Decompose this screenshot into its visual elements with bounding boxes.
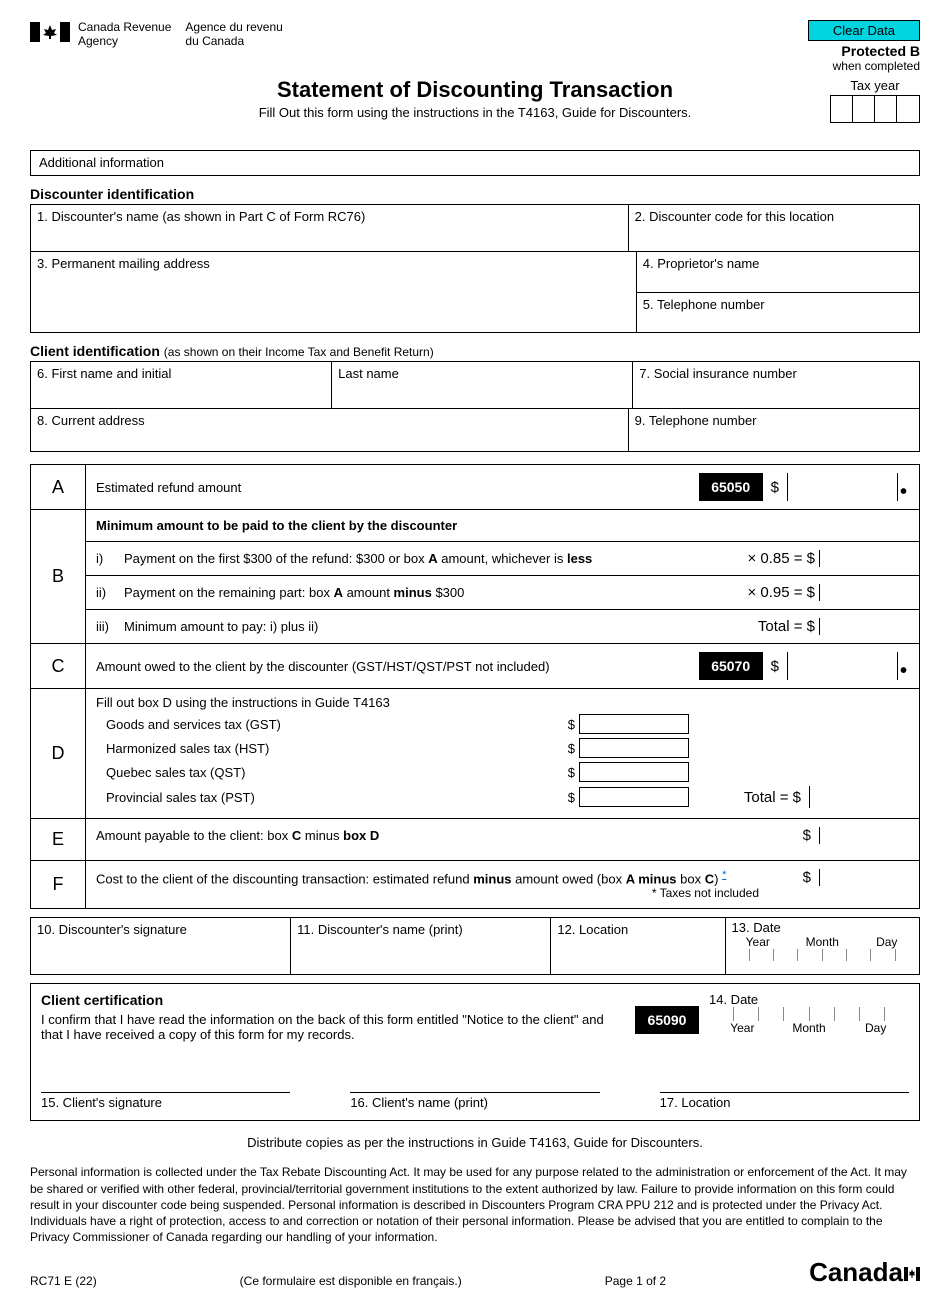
code-65090: 65090 [635,1006,699,1034]
row-c-amount[interactable] [787,652,897,680]
row-d-total[interactable] [809,786,899,808]
client-cert-heading: Client certification [41,992,615,1008]
discounter-signature-grid: 10. Discounter's signature 11. Discounte… [30,917,920,975]
protected-label: Protected B [808,43,920,59]
code-65070: 65070 [699,652,763,680]
discounter-phone-field[interactable]: 5. Telephone number [637,292,919,333]
client-date-input[interactable] [709,1007,909,1021]
tax-year-label: Tax year [830,78,920,93]
taxes-not-included-note: * Taxes not included [96,886,909,900]
pst-input[interactable] [579,787,689,807]
discounter-signature-field[interactable]: 10. Discounter's signature [31,918,290,974]
page-footer: RC71 E (22) (Ce formulaire est disponibl… [30,1257,920,1288]
discounter-grid: 1. Discounter's name (as shown in Part C… [30,204,920,333]
code-65050: 65050 [699,473,763,501]
row-d-intro: Fill out box D using the instructions in… [96,695,909,710]
discounter-code-field[interactable]: 2. Discounter code for this location [628,205,919,251]
discounter-date-label: 13. Date [726,920,919,935]
row-c-desc: Amount owed to the client by the discoun… [96,659,691,674]
additional-info-field[interactable]: Additional information [30,150,920,176]
mailing-address-field[interactable]: 3. Permanent mailing address [31,252,636,332]
page-number: Page 1 of 2 [605,1274,666,1288]
agency-name-fr-line2: du Canada [185,34,282,48]
row-a: A Estimated refund amount 65050 $ • [31,465,919,509]
discounter-date-input[interactable] [726,949,919,961]
tax-year-input[interactable] [830,95,920,123]
row-f-amount[interactable] [819,869,909,886]
row-b-i-desc: Payment on the first $300 of the refund:… [124,551,747,566]
client-signature-field[interactable]: 15. Client's signature [41,1092,290,1110]
row-b-iii-amount[interactable] [819,618,909,635]
discounter-heading: Discounter identification [30,186,920,202]
client-grid: 6. First name and initial Last name 7. S… [30,361,920,452]
agency-name-fr-line1: Agence du revenu [185,20,282,34]
row-b-iii-desc: Minimum amount to pay: i) plus ii) [124,619,758,634]
when-completed-label: when completed [808,59,920,73]
row-f-desc: Cost to the client of the discounting tr… [96,869,795,886]
clear-data-button[interactable]: Clear Data [808,20,920,41]
row-b-heading: Minimum amount to be paid to the client … [96,518,909,533]
row-b-ii-amount[interactable] [819,584,909,601]
agency-name-en-line2: Agency [78,34,171,48]
page-header: Canada Revenue Agency Agence du revenu d… [30,20,920,73]
row-a-amount[interactable] [787,473,897,501]
form-subtitle: Fill Out this form using the instruction… [30,105,920,120]
discounter-name-field[interactable]: 1. Discounter's name (as shown in Part C… [31,205,628,251]
row-e: E Amount payable to the client: box C mi… [31,818,919,860]
row-b: B Minimum amount to be paid to the clien… [31,509,919,643]
row-c: C Amount owed to the client by the disco… [31,643,919,688]
row-e-amount[interactable] [819,827,909,844]
discounter-location-field[interactable]: 12. Location [550,918,724,974]
client-phone-field[interactable]: 9. Telephone number [628,409,919,451]
client-certification-block: Client certification I confirm that I ha… [30,983,920,1121]
row-b-i-amount[interactable] [819,550,909,567]
distribute-note: Distribute copies as per the instruction… [30,1135,920,1150]
proprietor-name-field[interactable]: 4. Proprietor's name [637,252,919,292]
agency-name-en-line1: Canada Revenue [78,20,171,34]
client-date-label: 14. Date [709,992,909,1007]
gst-input[interactable] [579,714,689,734]
tax-year-block: Tax year [830,78,920,123]
row-e-desc: Amount payable to the client: box C minu… [96,828,795,843]
client-location-field[interactable]: 17. Location [660,1092,909,1110]
hst-input[interactable] [579,738,689,758]
taxes-footnote-link[interactable]: * [722,869,726,881]
client-heading: Client identification (as shown on their… [30,343,920,359]
row-a-desc: Estimated refund amount [96,480,691,495]
canada-flag-icon [904,1257,920,1288]
client-printname-field[interactable]: 16. Client's name (print) [350,1092,599,1110]
canada-wordmark: Canada [809,1257,920,1288]
agency-identifier: Canada Revenue Agency Agence du revenu d… [30,20,283,49]
privacy-notice: Personal information is collected under … [30,1164,920,1245]
form-number: RC71 E (22) [30,1274,97,1288]
row-b-ii-desc: Payment on the remaining part: box A amo… [124,585,747,600]
qst-input[interactable] [579,762,689,782]
client-address-field[interactable]: 8. Current address [31,409,628,451]
row-d: D Fill out box D using the instructions … [31,688,919,818]
client-cert-text: I confirm that I have read the informati… [41,1012,615,1042]
form-title: Statement of Discounting Transaction [30,77,920,103]
discounter-printname-field[interactable]: 11. Discounter's name (print) [290,918,550,974]
calculation-table: A Estimated refund amount 65050 $ • B Mi… [30,464,920,909]
row-f: F Cost to the client of the discounting … [31,860,919,908]
client-sin-field[interactable]: 7. Social insurance number [632,362,919,408]
french-availability-note: (Ce formulaire est disponible en françai… [240,1274,462,1288]
client-firstname-field[interactable]: 6. First name and initial [31,362,331,408]
canada-flag-icon [30,20,70,44]
client-lastname-field[interactable]: Last name [331,362,632,408]
